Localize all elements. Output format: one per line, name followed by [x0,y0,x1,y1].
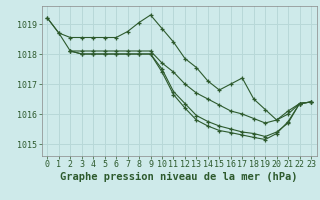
X-axis label: Graphe pression niveau de la mer (hPa): Graphe pression niveau de la mer (hPa) [60,172,298,182]
